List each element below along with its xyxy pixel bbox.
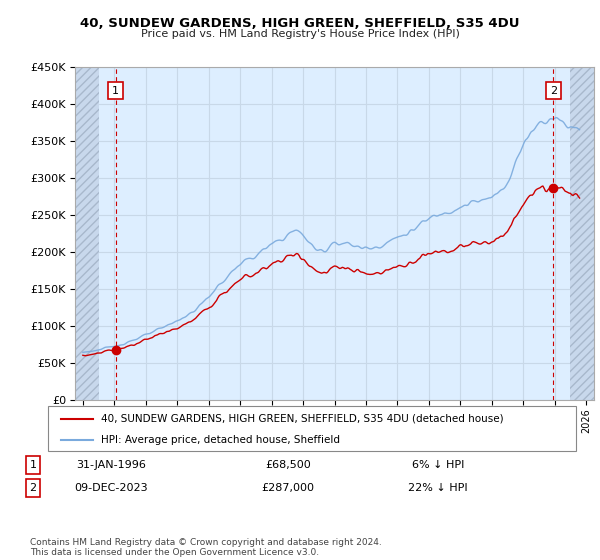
Text: 31-JAN-1996: 31-JAN-1996 — [76, 460, 146, 470]
Text: Contains HM Land Registry data © Crown copyright and database right 2024.
This d: Contains HM Land Registry data © Crown c… — [30, 538, 382, 557]
FancyBboxPatch shape — [48, 406, 576, 451]
Text: £68,500: £68,500 — [265, 460, 311, 470]
Text: 1: 1 — [112, 86, 119, 96]
Text: 22% ↓ HPI: 22% ↓ HPI — [408, 483, 468, 493]
Text: 1: 1 — [29, 460, 37, 470]
Text: HPI: Average price, detached house, Sheffield: HPI: Average price, detached house, Shef… — [101, 435, 340, 445]
Text: 40, SUNDEW GARDENS, HIGH GREEN, SHEFFIELD, S35 4DU (detached house): 40, SUNDEW GARDENS, HIGH GREEN, SHEFFIEL… — [101, 413, 503, 423]
Text: 40, SUNDEW GARDENS, HIGH GREEN, SHEFFIELD, S35 4DU: 40, SUNDEW GARDENS, HIGH GREEN, SHEFFIEL… — [80, 17, 520, 30]
Text: 2: 2 — [29, 483, 37, 493]
Text: 2: 2 — [550, 86, 557, 96]
Text: 6% ↓ HPI: 6% ↓ HPI — [412, 460, 464, 470]
Text: £287,000: £287,000 — [262, 483, 314, 493]
Text: 09-DEC-2023: 09-DEC-2023 — [74, 483, 148, 493]
Text: Price paid vs. HM Land Registry's House Price Index (HPI): Price paid vs. HM Land Registry's House … — [140, 29, 460, 39]
